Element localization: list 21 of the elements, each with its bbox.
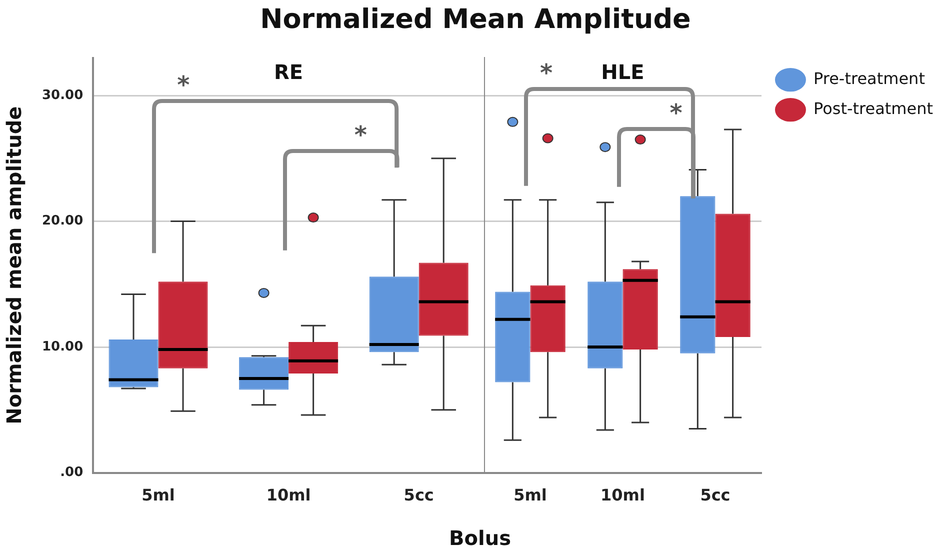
y-tick-label: 30.00 — [42, 88, 84, 103]
x-tick-label: 5cc — [700, 486, 730, 505]
y-tick-label: .00 — [60, 465, 84, 480]
y-tick-label: 10.00 — [42, 339, 84, 354]
chart-subtitle: HLE — [601, 60, 644, 84]
x-tick-label: 10ml — [600, 486, 645, 505]
chart-subtitle: RE — [274, 60, 304, 84]
annotation: * — [670, 99, 682, 128]
chart-title: Normalized Mean Amplitude — [259, 4, 692, 35]
y-tick-label: 20.00 — [42, 214, 84, 229]
legend-label: Pre-treatment — [813, 68, 925, 88]
y-axis-title: Normalized mean amplitude — [2, 106, 26, 424]
x-tick-label: 5ml — [142, 486, 175, 505]
annotation: * — [540, 59, 553, 88]
annotation: * — [354, 120, 367, 149]
annotation: * — [177, 70, 190, 99]
legend-label: Post-treatment — [813, 98, 933, 118]
x-tick-label: 10ml — [266, 486, 311, 505]
x-axis-title: Bolus — [448, 526, 512, 550]
x-tick-label: 5ml — [514, 486, 547, 505]
x-tick-label: 5cc — [404, 486, 434, 505]
